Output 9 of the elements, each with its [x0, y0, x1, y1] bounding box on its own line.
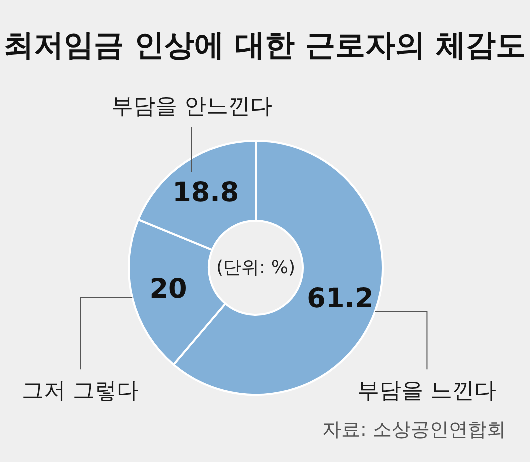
- slice-label: 부담을 안느낀다: [111, 94, 272, 120]
- text: 자료: 소상공인연합회: [322, 419, 506, 441]
- data-label: 18.8: [172, 178, 240, 209]
- chart-title: 최저임금 인상에 대한 근로자의 체감도: [4, 28, 526, 64]
- data-label: 20: [150, 274, 188, 305]
- slice-label: 부담을 느낀다: [358, 379, 497, 404]
- data-label: 61.2: [307, 284, 374, 315]
- text: (단위: %): [216, 258, 296, 278]
- slice-label: 그저 그렇다: [22, 379, 140, 404]
